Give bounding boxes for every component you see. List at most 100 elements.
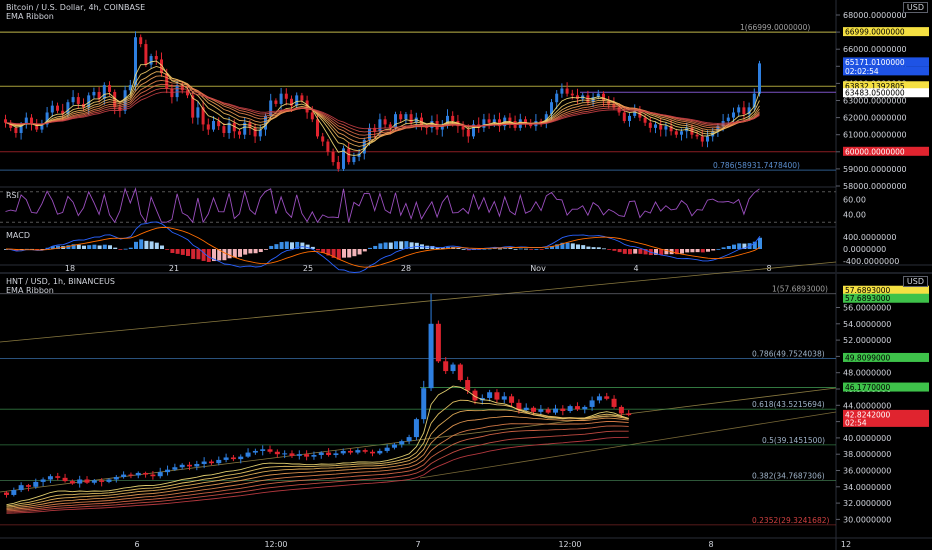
macd-histogram-bar: [518, 248, 523, 250]
btc-candle-body: [290, 98, 293, 106]
macd-histogram-bar: [144, 240, 149, 249]
macd-histogram-bar: [752, 241, 757, 249]
bottom-x-tick-label: 6: [134, 540, 139, 549]
btc-candle-body: [576, 95, 579, 99]
hnt-candle-body: [33, 481, 39, 487]
macd-histogram-bar: [638, 249, 643, 254]
hnt-fib-label: 1(57.6893000): [772, 285, 828, 294]
hnt-candle-body: [618, 406, 624, 414]
hnt-candle-body: [399, 441, 405, 445]
hnt-candle-body: [487, 392, 493, 398]
hnt-candle-body: [582, 406, 588, 410]
macd-histogram-bar: [461, 248, 466, 250]
macd-histogram-bar: [596, 247, 601, 249]
btc-candle-body: [544, 114, 548, 123]
btc-candle-body: [659, 124, 663, 130]
macd-histogram-bar: [680, 249, 684, 254]
bottom-chart-indicator: EMA Ribbon: [6, 286, 54, 295]
macd-histogram-bar: [310, 246, 315, 249]
macd-histogram-bar: [206, 249, 211, 262]
btc-candle-body: [149, 56, 153, 65]
hnt-candle-body: [472, 390, 478, 401]
top-chart-title: Bitcoin / U.S. Dollar, 4h, COINBASE: [6, 3, 146, 12]
macd-histogram-bar: [134, 241, 138, 249]
btc-candle-body: [66, 102, 70, 115]
macd-histogram-bar: [258, 249, 263, 253]
macd-histogram-bar: [643, 249, 648, 255]
macd-histogram-bar: [295, 241, 300, 249]
macd-histogram-bar: [503, 248, 508, 249]
btc-candle-body: [212, 121, 215, 130]
macd-histogram-bar: [123, 248, 128, 250]
hnt-candle-body: [531, 407, 537, 412]
macd-histogram-bar: [352, 249, 357, 257]
hnt-candle-body: [457, 364, 463, 381]
hnt-candle-body: [84, 479, 90, 483]
btc-candle-body: [217, 121, 221, 127]
hnt-candle-body: [428, 323, 434, 389]
btc-candle-body: [206, 124, 210, 130]
hnt-candle-body: [252, 450, 258, 453]
btc-candle-body: [144, 44, 148, 65]
hnt-candle-body: [311, 455, 317, 457]
hnt-candle-body: [391, 444, 397, 448]
bottom-currency-badge[interactable]: USD: [902, 276, 928, 287]
btc-candle-body: [472, 124, 475, 137]
rsi-tick-label: 40.00: [843, 211, 866, 220]
btc-candle-body: [40, 124, 44, 130]
hnt-candle-body: [157, 472, 163, 477]
btc-candle-body: [742, 107, 746, 115]
bottom-price-tag-text: 57.6893000: [845, 294, 891, 303]
macd-histogram-bar: [326, 249, 331, 256]
macd-histogram-bar: [196, 249, 201, 260]
macd-histogram-bar: [87, 245, 92, 249]
top-currency-badge[interactable]: USD: [902, 2, 928, 13]
macd-histogram-bar: [290, 242, 294, 249]
top-y-tick-label: 61000.0000000: [843, 131, 907, 140]
macd-histogram-bar: [602, 248, 606, 250]
macd-histogram-bar: [586, 246, 591, 249]
hnt-candle-body: [545, 409, 551, 413]
hnt-candle-body: [304, 454, 310, 457]
hnt-candle-body: [18, 485, 24, 491]
btc-candle-body: [633, 110, 637, 116]
hnt-candle-body: [479, 397, 485, 401]
macd-histogram-bar: [565, 242, 570, 249]
btc-candle-body: [394, 114, 397, 128]
btc-candle-body: [706, 136, 709, 142]
top-fib-label: 1(66999.0000000): [740, 23, 810, 32]
macd-histogram-bar: [113, 247, 118, 249]
hnt-candle-body: [567, 406, 573, 412]
top-y-tick-label: 58000.0000000: [843, 182, 907, 191]
bottom-y-tick-label: 40.0000000: [843, 434, 891, 443]
macd-histogram-bar: [685, 249, 690, 253]
hnt-candle-body: [318, 452, 324, 456]
btc-candle-body: [56, 105, 59, 111]
btc-candle-body: [113, 91, 117, 108]
pane-separator: [0, 272, 932, 274]
hnt-ema-ribbon-line: [6, 409, 629, 508]
btc-candle-body: [628, 115, 631, 122]
macd-histogram-bar: [560, 242, 565, 249]
btc-candle-body: [383, 119, 387, 125]
btc-candle-body: [758, 63, 761, 94]
top-price-tag: [843, 57, 929, 67]
top-price-tag: [843, 88, 929, 98]
macd-histogram-bar: [388, 242, 393, 249]
macd-histogram-bar: [732, 244, 736, 249]
hnt-candle-body: [589, 400, 595, 407]
macd-histogram-bar: [102, 244, 107, 249]
btc-candle-body: [160, 59, 163, 74]
macd-histogram-bar: [300, 242, 305, 249]
macd-histogram-bar: [758, 237, 762, 249]
btc-candle-body: [669, 126, 673, 132]
macd-histogram-bar: [118, 249, 123, 250]
hnt-candle-body: [135, 472, 141, 476]
btc-candle-body: [134, 37, 137, 86]
btc-candle-body: [14, 127, 18, 133]
btc-candle-body: [700, 136, 704, 142]
hnt-candle-body: [40, 479, 46, 482]
top-chart-indicator: EMA Ribbon: [6, 12, 54, 21]
btc-candle-body: [76, 97, 80, 104]
